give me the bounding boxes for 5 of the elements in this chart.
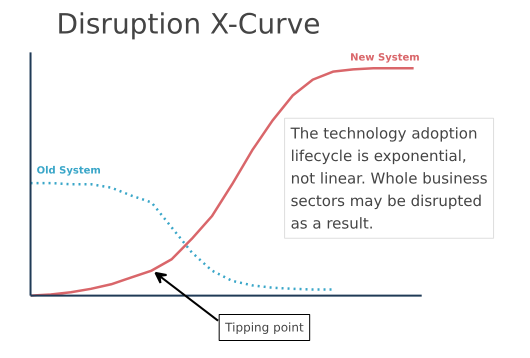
annotation: The technology adoption lifecycle is exponential, not linear. Whole business sectors may be disrupted as a result. [290, 124, 488, 232]
series-label: New System [350, 52, 420, 64]
series-label: Old System [36, 165, 101, 176]
text: Tipping point [224, 320, 304, 334]
chart-title: Disruption X-Curve [56, 8, 320, 40]
